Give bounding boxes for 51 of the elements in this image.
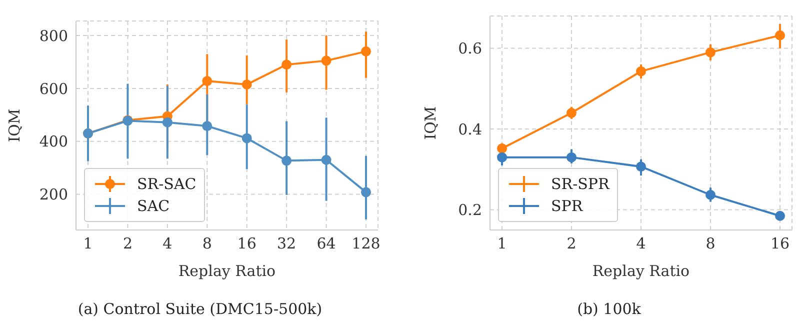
point (321, 56, 332, 66)
x-tick-label: 1 (83, 234, 93, 253)
x-tick-label: 2 (566, 234, 576, 253)
legend-label: SR-SAC (137, 175, 196, 193)
text: (b) 100k (576, 300, 642, 318)
point (497, 152, 507, 162)
point (706, 47, 716, 58)
point (282, 60, 292, 70)
point (636, 162, 646, 172)
y-axis-title: IQM (5, 108, 24, 142)
point (566, 108, 576, 118)
x-tick-label: 4 (162, 234, 172, 253)
x-tick-label: 16 (237, 234, 256, 253)
point (497, 143, 507, 154)
y-tick-label: 600 (39, 80, 68, 98)
x-tick-label: 32 (277, 234, 296, 253)
y-tick-label: 400 (39, 132, 68, 151)
x-tick-label: 8 (202, 234, 212, 253)
legend-label: SR-SPR (551, 175, 610, 193)
point (636, 66, 646, 76)
y-tick-label: 800 (39, 26, 68, 45)
legend-label: SPR (551, 197, 583, 215)
point (242, 79, 252, 90)
legend-label: SAC (137, 197, 170, 215)
y-tick-label: 0.6 (458, 40, 482, 58)
y-tick-label: 0.2 (458, 201, 482, 220)
point (321, 154, 332, 165)
point (162, 117, 172, 128)
x-axis-title: Replay Ratio (592, 262, 690, 280)
point (202, 121, 212, 132)
point (202, 76, 212, 86)
point (566, 152, 576, 162)
x-axis-title: Replay Ratio (178, 262, 276, 280)
point (775, 30, 785, 40)
text: (a) Control Suite (DMC15-500k) (76, 300, 324, 318)
point (242, 133, 252, 144)
x-tick-label: 64 (316, 234, 336, 253)
point (775, 210, 785, 221)
y-tick-label: 200 (39, 186, 68, 204)
point (282, 156, 292, 166)
x-tick-label: 16 (770, 234, 790, 253)
x-tick-label: 8 (706, 234, 716, 253)
point (361, 187, 371, 198)
x-tick-label: 2 (122, 234, 132, 253)
point (706, 190, 716, 200)
x-tick-label: 128 (352, 234, 380, 253)
y-axis-title: IQM (421, 106, 440, 140)
x-tick-label: 4 (636, 234, 646, 253)
y-tick-label: 0.4 (458, 120, 482, 138)
x-tick-label: 1 (497, 234, 507, 253)
point (361, 46, 371, 56)
